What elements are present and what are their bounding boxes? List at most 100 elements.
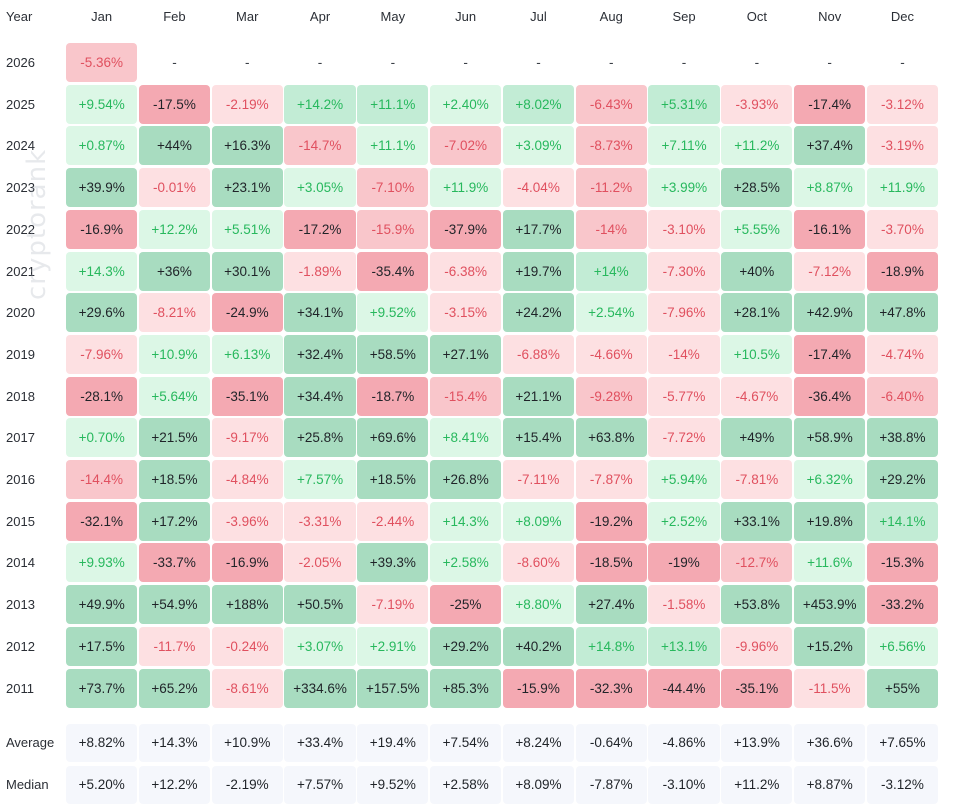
heatmap-cell: -33.2%	[866, 585, 939, 625]
year-label: 2011	[6, 680, 34, 696]
heatmap-cell: +5.94%	[648, 460, 720, 499]
heatmap-cell: -18.5%	[575, 543, 647, 583]
heatmap-cell: +54.9%	[138, 585, 211, 625]
heatmap-cell: +17.7%	[502, 209, 575, 249]
heatmap-cell: +0.87%	[66, 126, 138, 166]
heatmap-cell: +85.3%	[430, 668, 502, 708]
heatmap-cell: -3.19%	[866, 126, 939, 166]
month-header: Mar	[236, 9, 259, 24]
heatmap-cell: -12.7%	[721, 543, 793, 583]
heatmap-cell: -35.1%	[211, 376, 283, 416]
heatmap-cell: -18.9%	[866, 251, 939, 291]
heatmap-cell: -6.43%	[575, 84, 647, 124]
median-cell: +8.09%	[502, 766, 575, 804]
heatmap-cell: +2.91%	[357, 626, 429, 666]
heatmap-cell: +3.05%	[284, 168, 356, 208]
heatmap-cell: -17.4%	[794, 84, 866, 124]
empty-cell: -	[681, 55, 687, 70]
heatmap-cell: -24.9%	[211, 293, 283, 333]
median-cell: +8.87%	[794, 766, 866, 804]
heatmap-cell: -3.31%	[284, 501, 356, 541]
heatmap-cell: -3.96%	[211, 501, 283, 541]
heatmap-cell: -9.96%	[721, 626, 793, 666]
heatmap-cell: -32.1%	[66, 501, 138, 541]
heatmap-cell: +14.3%	[66, 251, 138, 291]
heatmap-cell: +47.8%	[866, 293, 939, 333]
heatmap-cell: -17.4%	[794, 334, 866, 374]
year-label: 2014	[6, 555, 35, 571]
heatmap-cell: -3.10%	[648, 209, 720, 249]
average-cell: +7.54%	[430, 724, 502, 762]
heatmap-cell: +7.11%	[648, 126, 720, 166]
heatmap-cell: +34.1%	[284, 293, 356, 333]
heatmap-cell: -6.38%	[430, 251, 502, 291]
heatmap-cell: +29.6%	[66, 293, 138, 333]
heatmap-cell: +10.5%	[721, 334, 793, 374]
empty-cell: -	[754, 55, 760, 70]
average-cell: +14.3%	[138, 724, 211, 762]
median-cell: +2.58%	[430, 766, 502, 804]
month-header: Nov	[818, 9, 842, 24]
heatmap-cell: -6.88%	[502, 334, 575, 374]
heatmap-cell: -2.19%	[211, 84, 283, 124]
heatmap-cell: -3.15%	[430, 293, 502, 333]
year-label: 2026	[6, 55, 35, 70]
empty-cell: -	[317, 55, 323, 70]
heatmap-cell: -7.96%	[648, 293, 720, 333]
heatmap-cell: +58.9%	[794, 418, 866, 458]
heatmap-cell: +28.1%	[721, 293, 793, 333]
average-cell: -0.64%	[575, 724, 647, 762]
heatmap-cell: +5.31%	[648, 84, 720, 124]
empty-cell: -	[463, 55, 468, 70]
month-header: Dec	[890, 9, 914, 24]
heatmap-cell: +19.8%	[794, 501, 866, 541]
heatmap-cell: +33.1%	[721, 501, 793, 541]
year-label: 2020	[6, 305, 35, 321]
heatmap-cell: +63.8%	[575, 418, 647, 458]
heatmap-cell: +14.2%	[284, 84, 356, 124]
heatmap-cell: +2.58%	[430, 543, 502, 583]
month-header: Jul	[530, 9, 547, 24]
heatmap-cell: +28.5%	[721, 168, 793, 208]
heatmap-cell: +5.51%	[211, 209, 283, 249]
heatmap-cell: -3.12%	[866, 84, 939, 124]
heatmap-cell: -15.4%	[430, 376, 502, 416]
heatmap-cell: +2.52%	[648, 501, 720, 541]
heatmap-cell: +6.56%	[866, 626, 939, 666]
heatmap-cell: +0.70%	[66, 418, 138, 458]
year-label: 2021	[6, 263, 35, 279]
median-cell: -7.87%	[575, 766, 647, 804]
heatmap-cell: +188%	[211, 585, 283, 625]
heatmap-cell: +9.93%	[66, 543, 138, 583]
empty-cell: -	[172, 55, 177, 70]
heatmap-cell: -35.4%	[357, 251, 429, 291]
heatmap-cell: -14%	[575, 209, 647, 249]
heatmap-cell: +8.87%	[794, 168, 866, 208]
heatmap-cell: -3.70%	[866, 209, 939, 249]
heatmap-cell: -44.4%	[648, 668, 720, 708]
heatmap-cell: -0.01%	[138, 168, 211, 208]
heatmap-cell: +14.3%	[430, 501, 502, 541]
heatmap-cell: -7.12%	[794, 251, 866, 291]
heatmap-cell: -7.87%	[575, 460, 647, 499]
heatmap-cell: -4.04%	[502, 168, 575, 208]
heatmap-cell: +9.52%	[357, 293, 429, 333]
heatmap-cell: +11.1%	[357, 126, 429, 166]
heatmap-cell: +11.9%	[866, 168, 939, 208]
year-label: 2012	[6, 638, 35, 654]
heatmap-cell: +17.5%	[66, 626, 138, 666]
heatmap-cell: +42.9%	[794, 293, 866, 333]
heatmap-cell: +2.54%	[575, 293, 647, 333]
heatmap-cell: +32.4%	[284, 334, 356, 374]
heatmap-cell: +13.1%	[648, 626, 720, 666]
heatmap-cell: -18.7%	[357, 376, 429, 416]
heatmap-cell: +3.99%	[648, 168, 720, 208]
heatmap-cell: +2.40%	[430, 84, 502, 124]
heatmap-cell: +8.80%	[502, 585, 575, 625]
heatmap-cell: +11.1%	[357, 84, 429, 124]
year-label: 2022	[6, 221, 35, 237]
heatmap-cell: -32.3%	[575, 668, 647, 708]
heatmap-cell: -5.77%	[648, 376, 720, 416]
heatmap-cell: -19.2%	[575, 501, 647, 541]
empty-cell: -	[536, 55, 541, 70]
